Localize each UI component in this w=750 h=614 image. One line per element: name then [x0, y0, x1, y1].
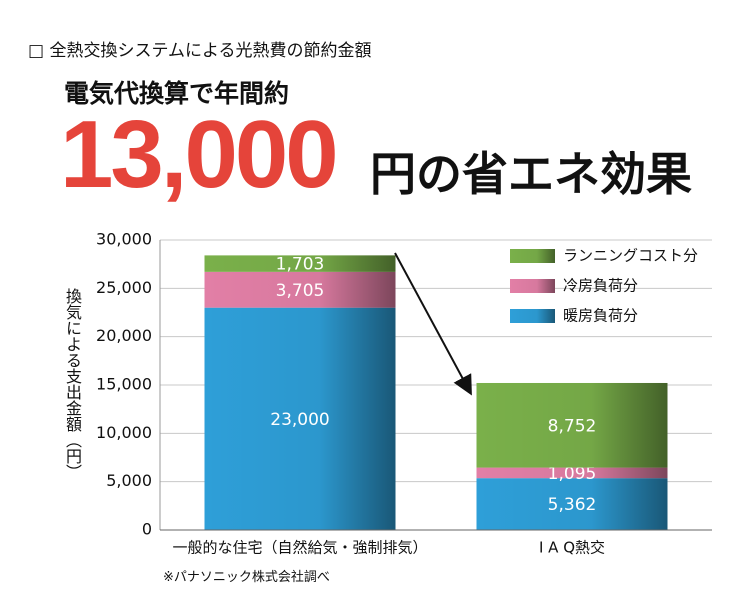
legend-label: ランニングコスト分 — [563, 247, 698, 265]
note: ※パナソニック株式会社調べ — [163, 570, 330, 585]
value-label: 23,000 — [270, 410, 329, 430]
legend-swatch-shade — [510, 309, 555, 323]
legend-label: 暖房負荷分 — [563, 307, 638, 325]
bar-shade — [476, 467, 668, 479]
value-label: 3,705 — [276, 281, 325, 301]
legend-label: 冷房負荷分 — [563, 277, 638, 295]
y-tick-label: 0 — [142, 520, 152, 539]
arrow — [394, 252, 472, 396]
y-axis-label: 換気による支出金額（円） — [63, 288, 82, 480]
legend-swatch-shade — [510, 249, 555, 263]
y-tick-label: 25,000 — [96, 278, 152, 297]
y-tick-label: 20,000 — [96, 326, 152, 345]
bar-shade — [476, 478, 668, 530]
x-tick-label: I A Q熱交 — [539, 539, 605, 557]
x-tick-label: 一般的な住宅（自然給気・強制排気） — [172, 539, 427, 557]
value-label: 8,752 — [548, 416, 597, 436]
title: □ 全熱交換システムによる光熱費の節約金額 — [28, 41, 372, 61]
bar-shade — [204, 307, 396, 530]
legend-swatch-shade — [510, 279, 555, 293]
y-tick-label: 30,000 — [96, 230, 152, 249]
value-label: 1,095 — [548, 464, 597, 484]
value-label: 1,703 — [276, 255, 325, 275]
value-label: 5,362 — [548, 495, 597, 515]
headline: 13,000 — [60, 101, 339, 208]
y-tick-label: 5,000 — [106, 471, 152, 490]
headline-suffix: 円の省エネ効果 — [370, 147, 692, 201]
bar-shade — [476, 382, 668, 468]
subtitle: 電気代換算で年間約 — [64, 79, 290, 108]
bar-shade — [204, 255, 396, 272]
y-tick-label: 10,000 — [96, 423, 152, 442]
y-tick-label: 15,000 — [96, 375, 152, 394]
bar-shade — [204, 271, 396, 308]
